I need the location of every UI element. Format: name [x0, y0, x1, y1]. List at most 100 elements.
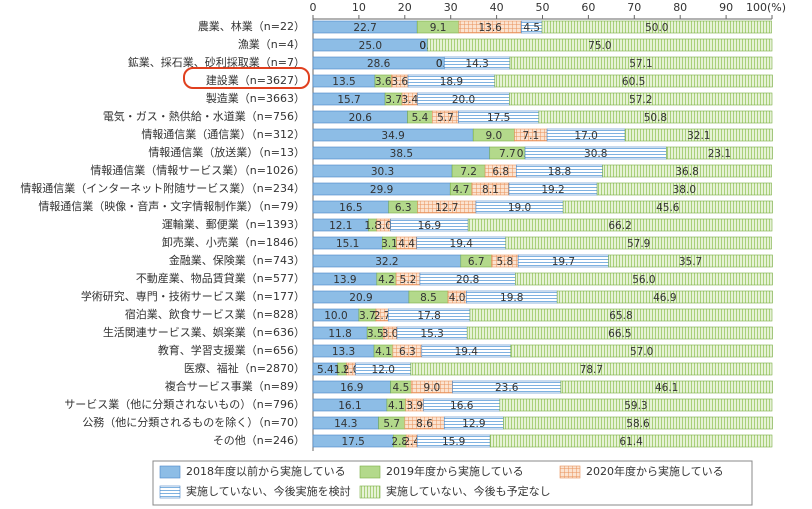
value-label: 38.0: [673, 184, 696, 196]
x-tick-label: 20: [398, 1, 412, 14]
bar-segment: [469, 308, 773, 322]
value-label: 4.1: [388, 400, 405, 412]
value-label: 59.3: [624, 400, 647, 412]
category-label: 鉱業、採石業、砂利採取業（n=7）: [128, 55, 305, 69]
value-label: 5.7: [437, 112, 454, 124]
value-label: 3.1: [381, 238, 398, 250]
value-label: 16.6: [450, 400, 474, 412]
value-label: 4.5: [523, 22, 540, 34]
value-label: 15.9: [442, 436, 465, 448]
value-label: 50.8: [644, 112, 667, 124]
value-label: 65.8: [609, 310, 632, 322]
value-label: 15.1: [336, 238, 359, 250]
x-tick-label: 60: [581, 1, 595, 14]
value-label: 11.8: [328, 328, 351, 340]
legend-swatch: [159, 485, 181, 499]
x-tick-label: 40: [490, 1, 504, 14]
category-label: その他（n=246）: [213, 434, 305, 447]
value-label: 20.0: [452, 94, 475, 106]
value-label: 2.0: [343, 364, 360, 376]
bar-segment: [515, 272, 773, 286]
value-label: 14.3: [334, 418, 357, 430]
value-label: 5.4: [412, 112, 429, 124]
value-label: 61.4: [619, 436, 643, 448]
value-label: 3.0: [382, 328, 399, 340]
value-label: 57.0: [630, 346, 653, 358]
value-label: 3.0: [375, 220, 392, 232]
bar-segment: [427, 38, 773, 52]
category-label: 不動産業、物品賃貸業（n=577）: [136, 271, 305, 285]
category-label: 情報通信業（通信業）（n=312）: [141, 128, 305, 141]
value-label: 32.2: [375, 256, 398, 268]
value-label: 30.3: [371, 166, 394, 178]
bar-segment: [503, 416, 773, 430]
x-tick-label: 50: [536, 1, 550, 14]
value-label: 6.3: [395, 202, 412, 214]
x-tick-label: 30: [444, 1, 458, 14]
category-label: 卸売業、小売業（n=1846）: [162, 235, 305, 249]
category-label: 金融業、保険業（n=743）: [169, 253, 305, 267]
value-label: 3.5: [367, 328, 384, 340]
category-label: 学術研究、専門・技術サービス業（n=177）: [81, 289, 305, 303]
value-label: 8.1: [482, 184, 499, 196]
bar-segment: [541, 20, 772, 34]
bar-segment: [505, 236, 772, 250]
value-label: 20.6: [349, 112, 373, 124]
category-label: 情報通信業（情報サービス業）（n=1026）: [90, 164, 305, 177]
value-label: 75.0: [588, 40, 611, 52]
bar-segment: [494, 74, 773, 88]
value-label: 60.5: [622, 76, 645, 88]
value-label: 14.3: [465, 58, 488, 70]
value-label: 20.9: [349, 292, 372, 304]
value-label: 9.0: [424, 382, 441, 394]
category-label: 教育、学習支援業（n=656）: [158, 343, 305, 357]
value-label: 3.9: [406, 400, 423, 412]
value-label: 3.6: [375, 76, 392, 88]
value-label: 19.4: [455, 346, 479, 358]
x-tick-label: 90: [719, 1, 733, 14]
value-label: 6.3: [399, 346, 416, 358]
category-label: 情報通信業（インターネット附随サービス業）（n=234）: [20, 181, 305, 195]
value-label: 16.5: [339, 202, 362, 214]
bar-segment: [562, 200, 773, 214]
value-label: 34.9: [381, 130, 404, 142]
value-label: 17.0: [574, 130, 597, 142]
value-label: 6.7: [468, 256, 485, 268]
legend-label: 実施していない、今後も予定なし: [386, 484, 551, 498]
value-label: 19.2: [541, 184, 564, 196]
value-label: 2.4: [403, 436, 420, 448]
legend-label: 2018年度以前から実施している: [186, 464, 346, 478]
value-label: 3.7: [359, 310, 376, 322]
value-label: 5.4: [317, 364, 334, 376]
category-label: 建設業（n=3627）: [206, 73, 305, 87]
value-label: 6.8: [492, 166, 509, 178]
value-label: 8.5: [420, 292, 437, 304]
value-label: 18.8: [548, 166, 571, 178]
value-label: 10.0: [324, 310, 347, 322]
value-label: 20.8: [456, 274, 479, 286]
highlight: [183, 67, 310, 89]
value-label: 13.6: [478, 22, 502, 34]
bar-segment: [509, 92, 773, 106]
value-label: 19.4: [450, 238, 474, 250]
value-label: 8.6: [416, 418, 433, 430]
bar-segment: [509, 56, 773, 70]
bar-segment: [467, 218, 773, 232]
legend-swatch: [359, 485, 381, 499]
legend-swatch: [359, 465, 381, 479]
category-label: 複合サービス事業（n=89）: [165, 379, 305, 393]
value-label: 30.8: [584, 148, 607, 160]
value-label: 19.8: [500, 292, 523, 304]
value-label: 3.4: [401, 94, 418, 106]
value-label: 16.9: [340, 382, 363, 394]
value-label: 5.2: [400, 274, 417, 286]
x-tick-label: 10: [352, 1, 366, 14]
value-label: 19.7: [552, 256, 575, 268]
value-label: 4.0: [449, 292, 466, 304]
category-label: 医療、福祉（n=2870）: [184, 361, 305, 375]
value-label: 28.6: [367, 58, 391, 70]
x-tick-label: 80: [673, 1, 687, 14]
legend-label: 2020年度から実施している: [586, 464, 724, 478]
